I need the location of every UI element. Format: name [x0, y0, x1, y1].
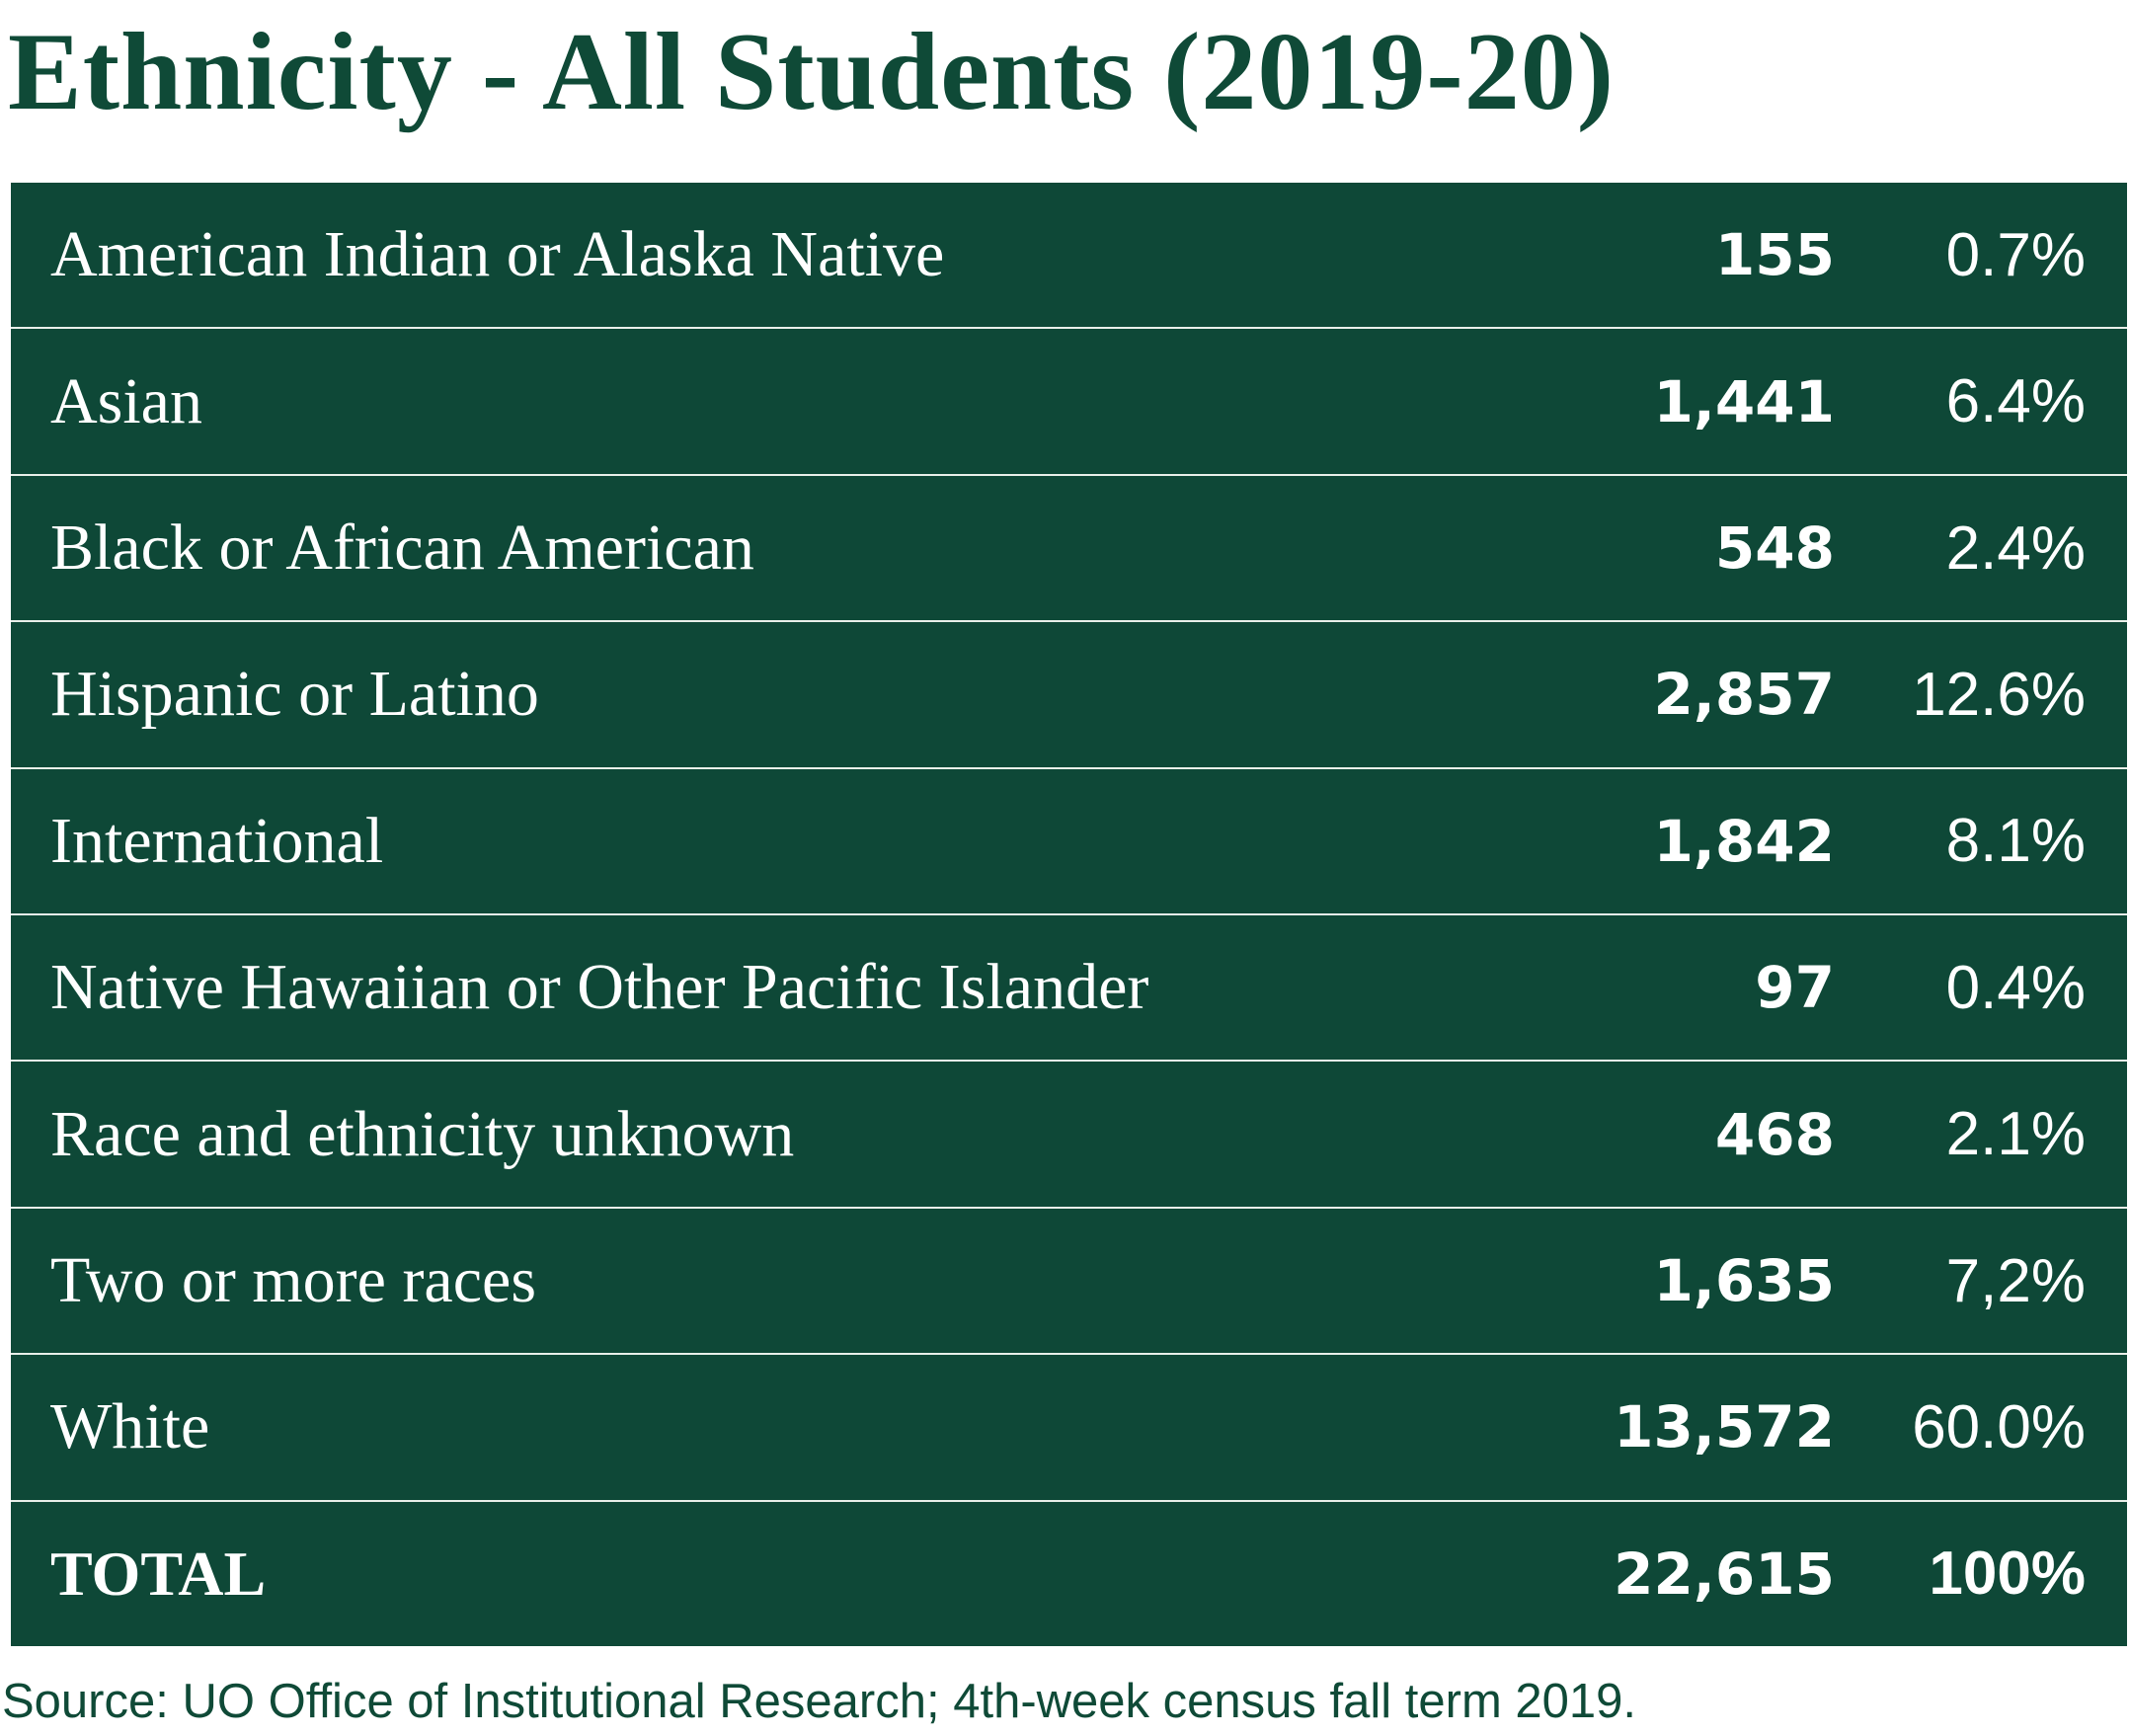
table-row: International 1,842 8.1%	[11, 766, 2127, 913]
row-label: Asian	[50, 364, 202, 437]
row-percent: 2.4%	[1945, 513, 2086, 583]
row-count: 1,635	[1653, 1247, 1835, 1315]
row-label: Hispanic or Latino	[50, 658, 539, 731]
row-percent: 12.6%	[1912, 660, 2086, 729]
row-label: American Indian or Alaska Native	[50, 218, 945, 291]
row-percent: 60.0%	[1912, 1392, 2086, 1461]
row-count: 1,441	[1653, 367, 1835, 435]
row-percent: 0.4%	[1945, 953, 2086, 1022]
row-count: 97	[1755, 954, 1835, 1022]
table-row: Race and ethnicity unknown 468 2.1%	[11, 1060, 2127, 1206]
table-row: White 13,572 60.0%	[11, 1353, 2127, 1499]
row-count: 548	[1714, 514, 1835, 583]
row-count: 22,615	[1614, 1539, 1835, 1608]
row-label: White	[50, 1390, 210, 1463]
row-count: 468	[1714, 1100, 1835, 1168]
table-row: Hispanic or Latino 2,857 12.6%	[11, 620, 2127, 766]
row-label: TOTAL	[50, 1538, 267, 1609]
source-note: Source: UO Office of Institutional Resea…	[2, 1675, 1636, 1728]
row-percent: 8.1%	[1945, 807, 2086, 876]
row-label: Black or African American	[50, 512, 754, 585]
row-label: Race and ethnicity unknown	[50, 1097, 795, 1170]
table: American Indian or Alaska Native 155 0.7% A…	[11, 183, 2127, 1646]
row-percent: 100%	[1929, 1539, 2086, 1609]
row-count: 155	[1714, 221, 1835, 289]
table-row: Black or African American 548 2.4%	[11, 473, 2127, 620]
row-label: Native Hawaiian or Other Pacific Islande…	[50, 951, 1149, 1024]
table-row: TOTAL 22,615 100%	[11, 1499, 2127, 1646]
row-count: 2,857	[1653, 661, 1835, 729]
row-label: International	[50, 804, 384, 877]
row-percent: 7,2%	[1945, 1246, 2086, 1315]
title: Ethnicity - All Students (2019-20)	[8, 11, 1615, 133]
row-percent: 0.7%	[1945, 220, 2086, 289]
table-row: Native Hawaiian or Other Pacific Islande…	[11, 913, 2127, 1060]
row-percent: 6.4%	[1945, 367, 2086, 436]
table-row: Two or more races 1,635 7,2%	[11, 1206, 2127, 1353]
row-percent: 2.1%	[1945, 1100, 2086, 1169]
row-label: Two or more races	[50, 1244, 537, 1317]
table-row: American Indian or Alaska Native 155 0.7%	[11, 183, 2127, 327]
row-count: 1,842	[1653, 807, 1835, 875]
row-count: 13,572	[1614, 1393, 1835, 1461]
table-row: Asian 1,441 6.4%	[11, 327, 2127, 473]
